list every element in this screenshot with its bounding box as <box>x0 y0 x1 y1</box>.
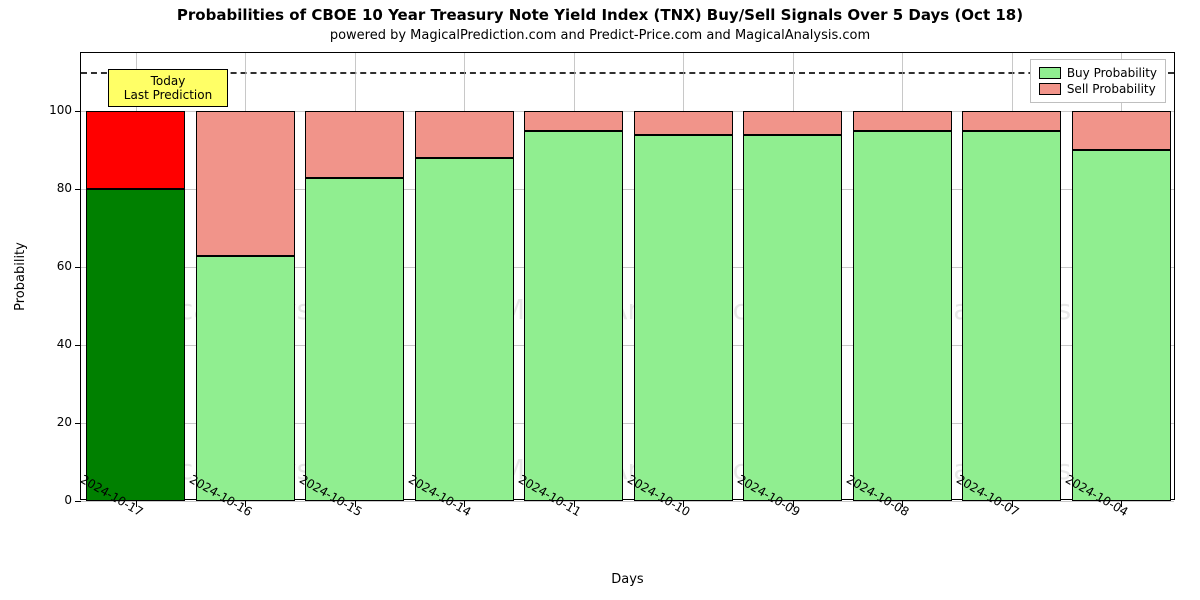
y-tick-label: 0 <box>22 493 72 507</box>
chart-title: Probabilities of CBOE 10 Year Treasury N… <box>0 6 1200 24</box>
legend-label: Buy Probability <box>1067 65 1157 81</box>
legend-item: Buy Probability <box>1039 65 1157 81</box>
y-tick-label: 20 <box>22 415 72 429</box>
y-tick-label: 60 <box>22 259 72 273</box>
sell-bar <box>1072 111 1171 150</box>
legend-swatch <box>1039 83 1061 95</box>
sell-bar <box>86 111 185 189</box>
y-tick-mark <box>75 189 81 190</box>
buy-bar <box>196 256 295 501</box>
buy-bar <box>853 131 952 501</box>
buy-bar <box>634 135 733 501</box>
callout-line1: Today <box>119 74 217 88</box>
legend: Buy ProbabilitySell Probability <box>1030 59 1166 103</box>
buy-bar <box>86 189 185 501</box>
buy-bar <box>1072 150 1171 501</box>
y-tick-mark <box>75 345 81 346</box>
chart-subtitle: powered by MagicalPrediction.com and Pre… <box>0 28 1200 43</box>
today-callout: TodayLast Prediction <box>108 69 228 107</box>
y-tick-mark <box>75 423 81 424</box>
legend-swatch <box>1039 67 1061 79</box>
buy-bar <box>415 158 514 501</box>
y-tick-label: 40 <box>22 337 72 351</box>
buy-bar <box>305 178 404 501</box>
sell-bar <box>524 111 623 130</box>
buy-bar <box>743 135 842 501</box>
y-tick-mark <box>75 267 81 268</box>
sell-bar <box>962 111 1061 130</box>
legend-label: Sell Probability <box>1067 81 1156 97</box>
callout-line2: Last Prediction <box>119 88 217 102</box>
sell-bar <box>196 111 295 255</box>
buy-bar <box>524 131 623 501</box>
plot-area: MagicalAnalysis.comMagicalAnalysis.comMa… <box>80 52 1175 500</box>
y-tick-mark <box>75 501 81 502</box>
legend-item: Sell Probability <box>1039 81 1157 97</box>
y-tick-label: 100 <box>22 103 72 117</box>
y-tick-label: 80 <box>22 181 72 195</box>
y-axis-label: Probability <box>10 52 30 500</box>
sell-bar <box>305 111 404 177</box>
y-tick-mark <box>75 111 81 112</box>
sell-bar <box>634 111 733 134</box>
buy-bar <box>962 131 1061 501</box>
x-axis-label: Days <box>80 572 1175 587</box>
sell-bar <box>853 111 952 130</box>
sell-bar <box>415 111 514 158</box>
sell-bar <box>743 111 842 134</box>
chart-figure: Probabilities of CBOE 10 Year Treasury N… <box>0 0 1200 600</box>
